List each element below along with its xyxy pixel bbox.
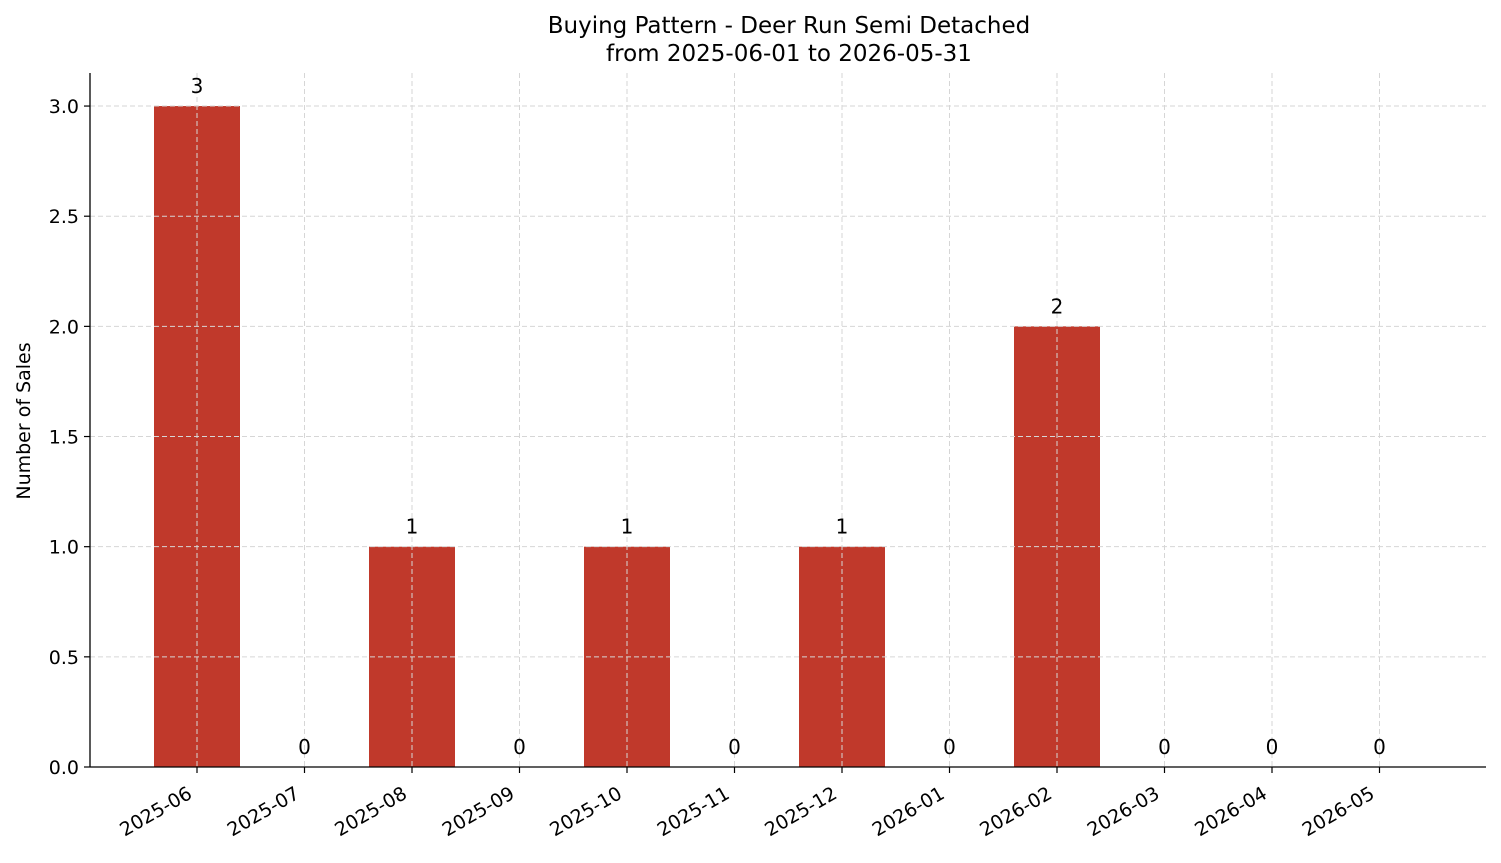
bar-value-label: 0 <box>298 735 311 759</box>
x-tick-label: 2026-02 <box>976 782 1056 841</box>
bar-labels: 3 0 1 0 1 0 1 0 2 0 0 0 <box>191 74 1386 759</box>
x-axis-ticks: 2025-06 2025-07 2025-08 2025-09 2025-10 2025-… <box>116 767 1381 841</box>
y-tick-label: 0.5 <box>49 647 79 669</box>
bar-value-label: 0 <box>1158 735 1171 759</box>
x-tick-label: 2025-12 <box>761 782 841 841</box>
bar-value-label: 0 <box>943 735 956 759</box>
y-axis-ticks: 0.0 0.5 1.0 1.5 2.0 2.5 3.0 <box>49 96 90 779</box>
chart-subtitle: from 2025-06-01 to 2026-05-31 <box>606 41 972 67</box>
bar-value-label: 0 <box>1373 735 1386 759</box>
bar-value-label: 0 <box>1266 735 1279 759</box>
y-tick-label: 0.0 <box>49 757 79 779</box>
x-tick-label: 2026-03 <box>1084 782 1164 841</box>
x-tick-label: 2025-11 <box>654 782 734 841</box>
x-tick-label: 2025-07 <box>224 782 304 841</box>
x-tick-label: 2026-04 <box>1191 782 1271 841</box>
bar-value-label: 1 <box>836 515 849 539</box>
y-tick-label: 1.0 <box>49 537 79 559</box>
y-tick-label: 1.5 <box>49 427 79 449</box>
x-tick-label: 2026-05 <box>1299 782 1379 841</box>
bar-value-label: 1 <box>621 515 634 539</box>
chart-title: Buying Pattern - Deer Run Semi Detached <box>548 13 1031 39</box>
x-tick-label: 2025-06 <box>116 782 196 841</box>
bar-value-label: 2 <box>1051 294 1064 318</box>
x-tick-label: 2025-09 <box>439 782 519 841</box>
bar-value-label: 3 <box>191 74 204 98</box>
x-tick-label: 2026-01 <box>869 782 949 841</box>
y-tick-label: 3.0 <box>49 96 79 118</box>
y-axis-label: Number of Sales <box>13 342 35 499</box>
x-tick-label: 2025-10 <box>546 782 626 841</box>
y-tick-label: 2.0 <box>49 316 79 338</box>
y-tick-label: 2.5 <box>49 206 79 228</box>
bar-value-label: 0 <box>728 735 741 759</box>
x-tick-label: 2025-08 <box>331 782 411 841</box>
bar-value-label: 0 <box>513 735 526 759</box>
axes <box>89 73 1486 768</box>
grid <box>90 73 1486 767</box>
bar-value-label: 1 <box>406 515 419 539</box>
